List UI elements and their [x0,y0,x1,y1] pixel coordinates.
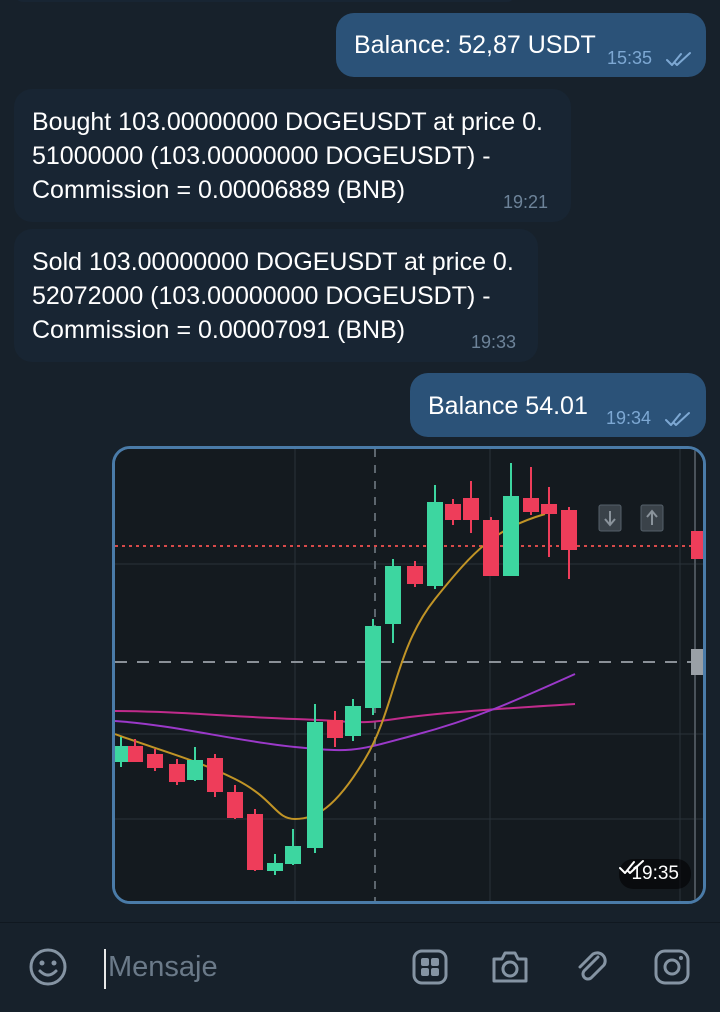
message-time: 19:34 [606,408,652,428]
message-text: Bought 103.00000000 DOGEUSDT at price 0.… [32,108,543,204]
chart-tool-icons [598,504,664,532]
photo-timestamp: 19:35 [619,859,691,889]
instagram-icon[interactable] [650,945,694,989]
message-time: 15:35 [607,48,653,68]
message-placeholder: Mensaje [108,951,218,983]
message-text: Sold 103.00000000 DOGEUSDT at price 0. 5… [32,248,514,344]
message-bubble[interactable]: Bought 103.00000000 DOGEUSDT at price 0.… [14,89,571,222]
chart-photo [115,449,703,901]
double-check-icon [665,412,690,426]
photo-message[interactable]: 19:35 [112,446,706,904]
message-text: Balance 54.01 [428,392,588,420]
candles [115,463,577,875]
double-check-icon [666,52,691,66]
emoji-icon[interactable] [26,945,70,989]
message-bubble[interactable]: Balance 54.01 19:34 [410,373,706,437]
message-bubble[interactable]: Balance: 52,87 USDT 15:35 [336,13,706,77]
previous-bubble-edge [15,0,515,2]
attach-icon[interactable] [570,945,614,989]
double-check-icon [619,860,645,874]
message-text: Balance: 52,87 USDT [354,31,596,59]
sticker-icon[interactable] [408,945,452,989]
photo-time-text: 19:35 [631,863,679,884]
text-cursor [104,949,106,989]
message-time: 19:21 [503,192,549,212]
message-composer: Mensaje [0,922,720,1012]
camera-icon[interactable] [488,945,532,989]
message-input[interactable]: Mensaje [104,947,384,989]
message-time: 19:33 [471,332,517,352]
chat-area: Balance: 52,87 USDT 15:35 Bought 103.000… [14,0,706,904]
message-bubble[interactable]: Sold 103.00000000 DOGEUSDT at price 0. 5… [14,229,538,362]
